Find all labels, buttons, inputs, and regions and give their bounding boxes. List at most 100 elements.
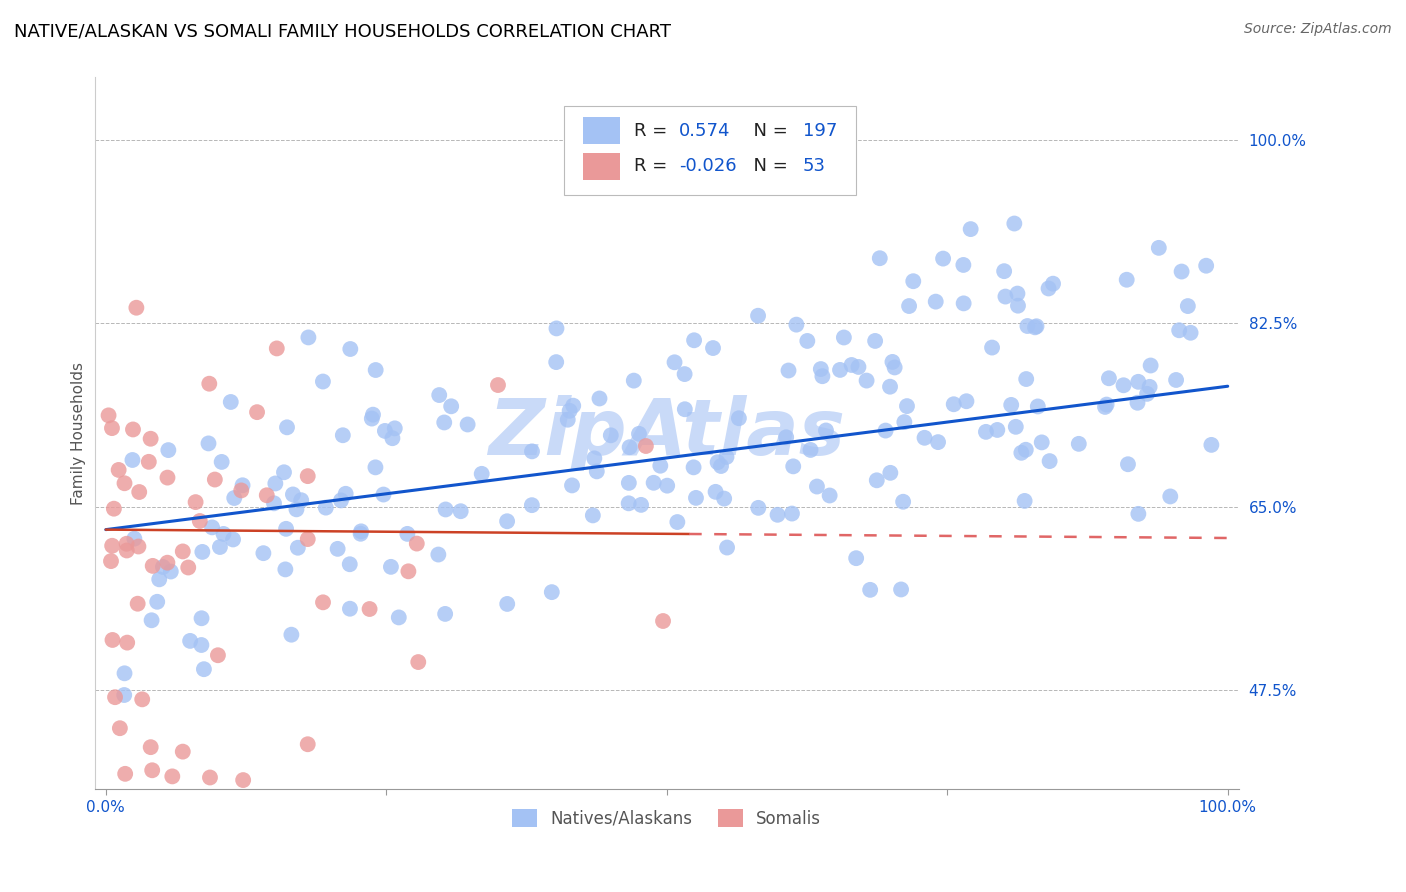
Point [981,341,1004,355]
Text: ZipAtlas: ZipAtlas [488,395,845,471]
Point [297,532,319,546]
Point [297,330,319,344]
Point [339,558,361,572]
Point [673,402,696,417]
Text: N =: N = [742,122,794,140]
Point [128,485,150,500]
Point [159,565,181,579]
Point [190,638,212,652]
Point [952,296,974,310]
Point [540,585,562,599]
Text: NATIVE/ALASKAN VS SOMALI FAMILY HOUSEHOLDS CORRELATION CHART: NATIVE/ALASKAN VS SOMALI FAMILY HOUSEHOL… [14,22,671,40]
Point [832,330,855,344]
Point [152,560,174,574]
Point [246,405,269,419]
Point [373,487,395,501]
Point [879,380,901,394]
Point [141,764,163,778]
Point [710,458,733,473]
Point [799,442,821,457]
Point [682,460,704,475]
Point [263,496,285,510]
Point [207,648,229,663]
Point [312,595,335,609]
Point [297,737,319,751]
Point [806,479,828,493]
Point [810,362,832,376]
Point [222,533,245,547]
Y-axis label: Family Households: Family Households [72,362,86,505]
Point [818,488,841,502]
Point [891,494,914,508]
Point [716,450,738,464]
Point [114,666,136,681]
Point [100,554,122,568]
Point [496,597,519,611]
Point [706,455,728,469]
Point [1139,359,1161,373]
Point [1010,446,1032,460]
Point [107,463,129,477]
Point [657,478,679,492]
Point [1115,273,1137,287]
Point [1024,320,1046,334]
Point [406,655,429,669]
Point [232,773,254,788]
Point [162,769,184,783]
Point [828,363,851,377]
Point [127,597,149,611]
Point [471,467,494,481]
Point [617,475,640,490]
Point [198,771,221,785]
Point [450,504,472,518]
Point [882,355,904,369]
Point [713,491,735,506]
Point [332,428,354,442]
Point [785,318,807,332]
Point [1015,442,1038,457]
Point [1038,281,1060,295]
Point [883,360,905,375]
Point [396,527,419,541]
Point [630,498,652,512]
Text: 0.574: 0.574 [679,122,731,140]
Point [427,548,450,562]
Point [650,458,672,473]
Point [252,546,274,560]
Point [172,544,194,558]
Point [101,632,124,647]
Point [101,539,124,553]
Point [1004,420,1026,434]
Point [339,342,361,356]
Point [1067,437,1090,451]
Point [728,411,751,425]
Point [1007,299,1029,313]
Point [364,460,387,475]
Point [1094,400,1116,414]
FancyBboxPatch shape [564,106,856,194]
Point [1000,398,1022,412]
Point [114,476,136,491]
Point [716,541,738,555]
Point [146,595,169,609]
Point [775,430,797,444]
Point [388,610,411,624]
Point [1015,372,1038,386]
Point [863,334,886,348]
Point [561,478,583,492]
Point [457,417,479,432]
Point [396,564,419,578]
Point [814,424,837,438]
Point [747,309,769,323]
Point [360,411,382,425]
Point [1177,299,1199,313]
Point [121,453,143,467]
Point [627,426,650,441]
Point [103,501,125,516]
Point [1039,454,1062,468]
Point [896,399,918,413]
Point [617,496,640,510]
Point [232,478,254,492]
Point [142,558,165,573]
Point [747,500,769,515]
